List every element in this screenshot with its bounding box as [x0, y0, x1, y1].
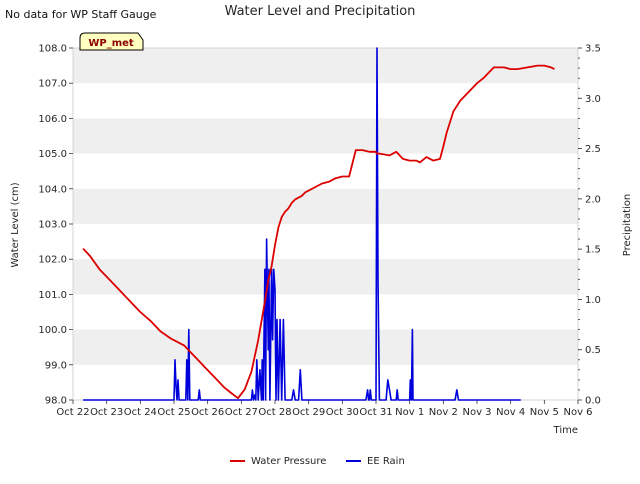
y-tick-label: 101.0	[38, 290, 67, 301]
y-tick-label: 103.0	[38, 220, 67, 231]
chart-title: Water Level and Precipitation	[225, 4, 416, 19]
y-tick-label: 100.0	[38, 325, 67, 336]
y-tick-label: 99.0	[45, 360, 67, 371]
grid-band	[73, 329, 578, 365]
water-pressure-line	[82, 64, 555, 400]
x-tick-label: Oct 25	[157, 407, 190, 418]
y-tick-label: 102.0	[38, 255, 67, 266]
x-tick-label: Oct 31	[359, 407, 392, 418]
x-tick-label: Oct 30	[326, 407, 359, 418]
x-tick-label: Nov 5	[530, 407, 559, 418]
y-tick-label: 108.0	[38, 44, 67, 55]
y2-tick-label: 2.5	[585, 144, 601, 155]
x-tick-label: Oct 24	[124, 407, 157, 418]
legend-water-pressure-label: Water Pressure	[251, 456, 326, 467]
y-axis-label: Water Level (cm)	[10, 182, 21, 267]
y-tick-label: 106.0	[38, 114, 67, 125]
y-tick-label: 105.0	[38, 149, 67, 160]
y2-tick-label: 1.5	[585, 245, 601, 256]
y2-axis-label: Precipitation	[622, 194, 633, 257]
y-tick-label: 98.0	[45, 396, 67, 407]
x-axis-ticks: Oct 22 Oct 23 Oct 24 Oct 25 Oct 26 Oct 27 Oct …	[56, 400, 593, 418]
legend: Water Pressure EE Rain	[230, 456, 405, 467]
x-tick-label: Oct 27	[225, 407, 258, 418]
x-tick-label: Oct 22	[56, 407, 89, 418]
x-tick-label: Nov 3	[462, 407, 491, 418]
grid-band	[73, 259, 578, 295]
x-tick-label: Nov 6	[563, 407, 592, 418]
y-axis-ticks: 98.0 99.0 100.0 101.0 102.0 103.0 104.0 105.0 10…	[38, 44, 73, 407]
x-axis-label: Time	[553, 425, 578, 436]
grid-band	[73, 188, 578, 224]
y-tick-label: 107.0	[38, 79, 67, 90]
plot-bands	[73, 48, 578, 365]
y2-tick-label: 0.0	[585, 396, 601, 407]
x-tick-label: Nov 2	[429, 407, 458, 418]
y2-tick-label: 2.0	[585, 194, 601, 205]
wp-met-badge-label: WP_met	[88, 38, 134, 49]
legend-ee-rain-label: EE Rain	[367, 456, 405, 467]
x-tick-label: Nov 4	[496, 407, 525, 418]
y-tick-label: 104.0	[38, 184, 67, 195]
x-tick-label: Oct 26	[191, 407, 224, 418]
y2-tick-label: 3.0	[585, 94, 601, 105]
series-layer	[82, 47, 555, 401]
grid-band	[73, 48, 578, 84]
x-tick-label: Oct 23	[90, 407, 123, 418]
y2-tick-label: 3.5	[585, 44, 601, 55]
x-tick-label: Oct 29	[292, 407, 325, 418]
no-data-note: No data for WP Staff Gauge	[5, 8, 157, 21]
x-tick-label: Oct 28	[258, 407, 291, 418]
x-tick-label: Nov 1	[395, 407, 424, 418]
ee-rain-line	[83, 47, 521, 401]
wp-met-badge: WP_met	[79, 32, 144, 51]
y2-tick-label: 1.0	[585, 295, 601, 306]
grid-band	[73, 118, 578, 154]
y2-axis-ticks: 0.0 0.5 1.0 1.5 2.0 2.5 3.0 3.5	[578, 44, 601, 407]
y2-tick-label: 0.5	[585, 345, 601, 356]
